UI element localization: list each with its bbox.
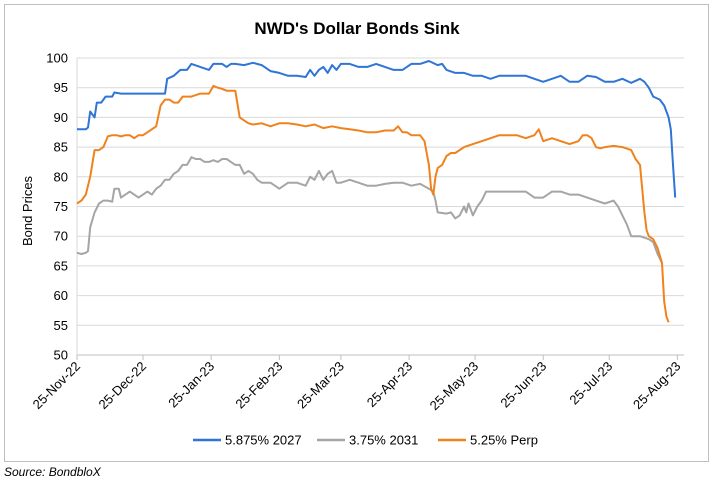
x-axis-ticks: 25-Nov-22 25-Dec-22 25-Jan-23 25-Feb-23 25-M… xyxy=(30,58,684,413)
x-tick-label: 25-Jun-23 xyxy=(497,359,549,411)
x-tick-label: 25-Feb-23 xyxy=(232,359,285,412)
y-tick-label: 65 xyxy=(54,258,68,273)
chart-title: NWD's Dollar Bonds Sink xyxy=(254,19,460,38)
x-tick-label: 25-Apr-23 xyxy=(364,359,415,410)
y-axis-ticks: 50 55 60 65 70 75 80 85 90 95 100 xyxy=(46,51,68,363)
y-axis-label: Bond Prices xyxy=(20,175,35,246)
x-tick-label: 25-Nov-22 xyxy=(30,359,84,413)
y-tick-label: 55 xyxy=(54,318,68,333)
series-line-5-875-2027 xyxy=(77,60,677,198)
legend-label: 3.75% 2031 xyxy=(349,433,418,448)
y-tick-label: 70 xyxy=(54,229,68,244)
y-tick-label: 90 xyxy=(54,110,68,125)
series-line-3-75-2031 xyxy=(76,156,663,264)
x-tick-label: 25-May-23 xyxy=(427,359,482,414)
legend-label: 5.25% Perp xyxy=(470,433,538,448)
gridlines xyxy=(77,57,684,356)
y-tick-label: 50 xyxy=(54,348,68,363)
y-tick-label: 85 xyxy=(54,140,68,155)
chart-frame: NWD's Dollar Bonds Sink Bond Prices 50 55… xyxy=(4,4,709,462)
x-tick-label: 25-Mar-23 xyxy=(294,359,347,412)
x-tick-label: 25-Dec-22 xyxy=(96,359,150,413)
y-tick-label: 80 xyxy=(54,169,68,184)
x-tick-label: 25-Jul-23 xyxy=(566,359,615,408)
source-note: Source: BondbloX xyxy=(4,465,101,479)
series-line-5-25-perp xyxy=(76,84,670,323)
series-lines xyxy=(76,60,677,323)
line-chart: NWD's Dollar Bonds Sink Bond Prices 50 55… xyxy=(20,19,684,448)
legend: 5.875% 2027 3.75% 2031 5.25% Perp xyxy=(193,433,538,448)
y-tick-label: 60 xyxy=(54,288,68,303)
y-tick-label: 100 xyxy=(46,51,68,66)
x-tick-label: 25-Aug-23 xyxy=(630,359,684,413)
y-tick-label: 75 xyxy=(54,199,68,214)
x-tick-label: 25-Jan-23 xyxy=(165,359,217,411)
legend-label: 5.875% 2027 xyxy=(225,433,302,448)
y-tick-label: 95 xyxy=(54,80,68,95)
